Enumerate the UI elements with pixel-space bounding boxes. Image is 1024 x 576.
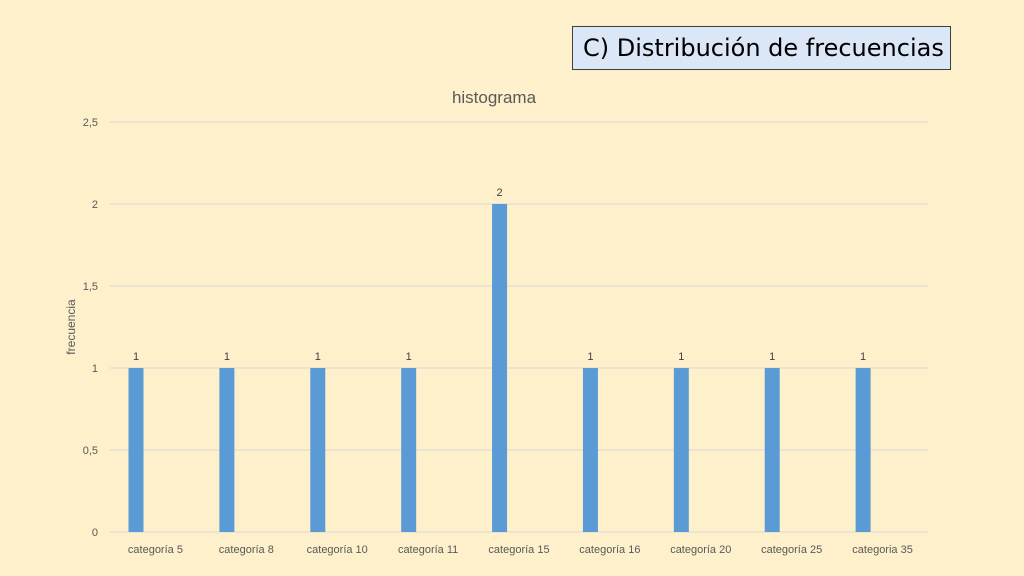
x-tick-label: categoría 11 <box>398 544 458 556</box>
data-label: 1 <box>678 351 684 363</box>
bar <box>310 368 326 532</box>
y-tick-label: 1 <box>92 363 98 375</box>
data-label: 1 <box>769 351 775 363</box>
x-tick-label: categoría 16 <box>579 544 640 556</box>
y-axis-ticks: 0 0,5 1 1,5 2 2,5 <box>83 117 98 539</box>
gridlines <box>110 121 928 533</box>
chart-title: histograma <box>452 88 537 107</box>
bar <box>128 368 144 532</box>
data-label: 1 <box>315 351 321 363</box>
bars <box>128 204 871 532</box>
x-tick-label: categoría 15 <box>488 544 549 556</box>
x-tick-label: categoría 25 <box>761 544 822 556</box>
x-axis-ticks: categoría 5 categoría 8 categoría 10 catego… <box>128 544 913 556</box>
data-labels: 1 1 1 1 2 1 1 1 1 <box>133 187 866 363</box>
bar <box>582 368 598 532</box>
x-tick-label: categoría 8 <box>219 544 274 556</box>
bar <box>764 368 780 532</box>
bar <box>855 368 871 532</box>
bar <box>401 368 417 532</box>
y-tick-label: 2,5 <box>83 117 98 129</box>
x-tick-label: categoria 35 <box>852 544 913 556</box>
y-tick-label: 2 <box>92 199 98 211</box>
bar <box>673 368 689 532</box>
bar <box>492 204 508 532</box>
data-label: 1 <box>406 351 412 363</box>
bar <box>219 368 235 532</box>
y-axis-title: frecuencia <box>64 299 78 355</box>
y-tick-label: 0,5 <box>83 445 98 457</box>
x-tick-label: categoría 20 <box>670 544 731 556</box>
data-label: 1 <box>133 351 139 363</box>
x-tick-label: categoría 5 <box>128 544 183 556</box>
slide-title: C) Distribución de frecuencias <box>572 26 951 70</box>
y-tick-label: 1,5 <box>83 281 98 293</box>
x-tick-label: categoría 10 <box>307 544 368 556</box>
data-label: 1 <box>587 351 593 363</box>
data-label: 1 <box>224 351 230 363</box>
data-label: 1 <box>860 351 866 363</box>
data-label: 2 <box>496 187 502 199</box>
y-tick-label: 0 <box>92 527 98 539</box>
